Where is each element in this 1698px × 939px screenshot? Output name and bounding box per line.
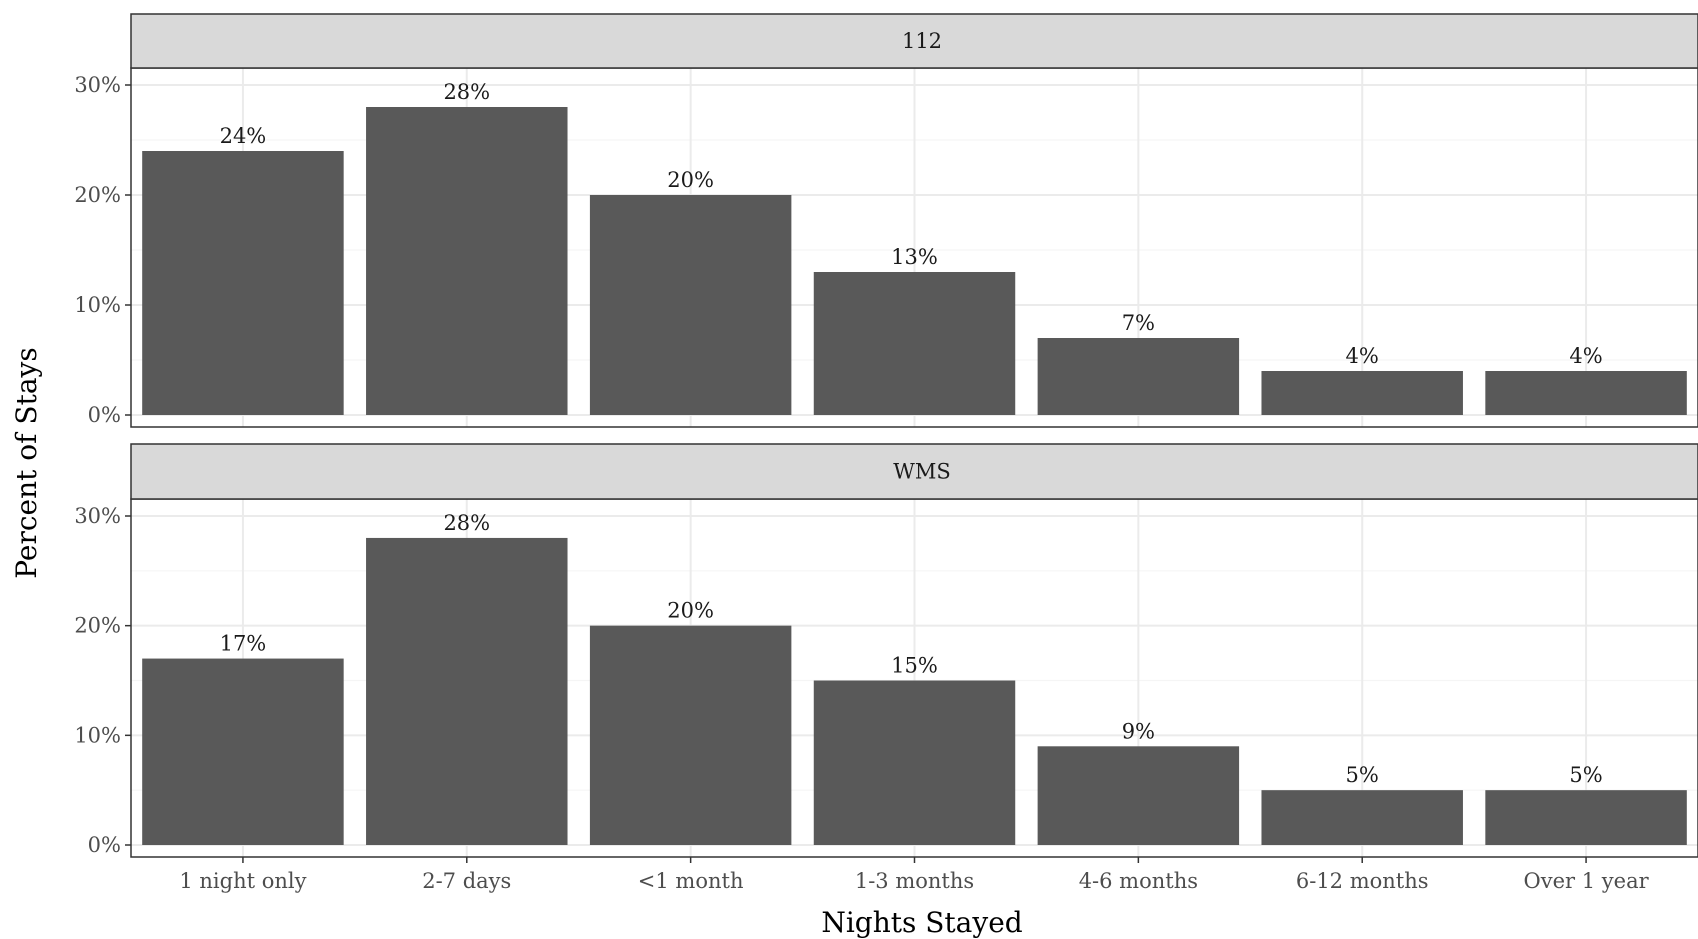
bar [1261,790,1463,845]
y-tick-label: 30% [74,504,121,528]
bar [366,537,568,845]
x-axis-title: Nights Stayed [821,906,1022,939]
x-tick-label: 4-6 months [1079,869,1198,893]
data-label: 9% [1122,719,1155,743]
y-tick-label: 0% [88,833,121,857]
y-axis-title: Percent of Stays [10,347,43,578]
y-tick-label: 10% [74,723,121,747]
panels-layer: 0% 10% 20% 30% 24% 28% 20% 13% 7% 4% 4% 112 0% 10% 20%… [74,13,1698,893]
bar [1037,746,1240,845]
facet-strip [130,13,1698,69]
data-label: 13% [891,245,938,269]
bar [1037,338,1240,415]
bar [589,625,792,845]
data-label: 17% [220,632,267,656]
y-tick-label: 30% [74,73,121,97]
facet-panel: 0% 10% 20% 30% 24% 28% 20% 13% 7% 4% 4% 112 [74,13,1698,428]
x-tick-label: 6-12 months [1296,869,1429,893]
data-label: 4% [1569,344,1602,368]
data-label: 7% [1122,311,1155,335]
bar [813,272,1016,415]
y-tick-label: 10% [74,293,121,317]
y-tick-label: 20% [74,183,121,207]
facet-strip-label: 112 [902,29,942,53]
bar [589,195,792,415]
facet-strip-label: WMS [893,460,950,484]
data-label: 4% [1346,344,1379,368]
bar [1261,371,1463,415]
bar [1485,371,1687,415]
x-tick-label: 2-7 days [422,869,511,893]
facet-panel: 0% 10% 20% 30% 17% 28% 20% 15% 9% 5% 5% WMS [74,443,1698,858]
bar [142,658,344,845]
bar [366,107,568,415]
bar [1485,790,1687,845]
facet-strip [130,443,1698,500]
data-label: 5% [1346,763,1379,787]
y-tick-label: 0% [88,403,121,427]
data-label: 24% [220,124,267,148]
x-tick-label: Over 1 year [1524,869,1650,893]
x-tick-label: 1 night only [179,869,306,893]
y-tick-label: 20% [74,614,121,638]
bar [142,151,344,415]
x-tick-label: 1-3 months [855,869,974,893]
bar [813,680,1016,845]
data-label: 28% [443,511,490,535]
data-label: 20% [667,599,714,623]
data-label: 28% [443,80,490,104]
data-label: 20% [667,168,714,192]
x-tick-label: <1 month [638,869,744,893]
data-label: 5% [1569,763,1602,787]
data-label: 15% [891,654,938,678]
